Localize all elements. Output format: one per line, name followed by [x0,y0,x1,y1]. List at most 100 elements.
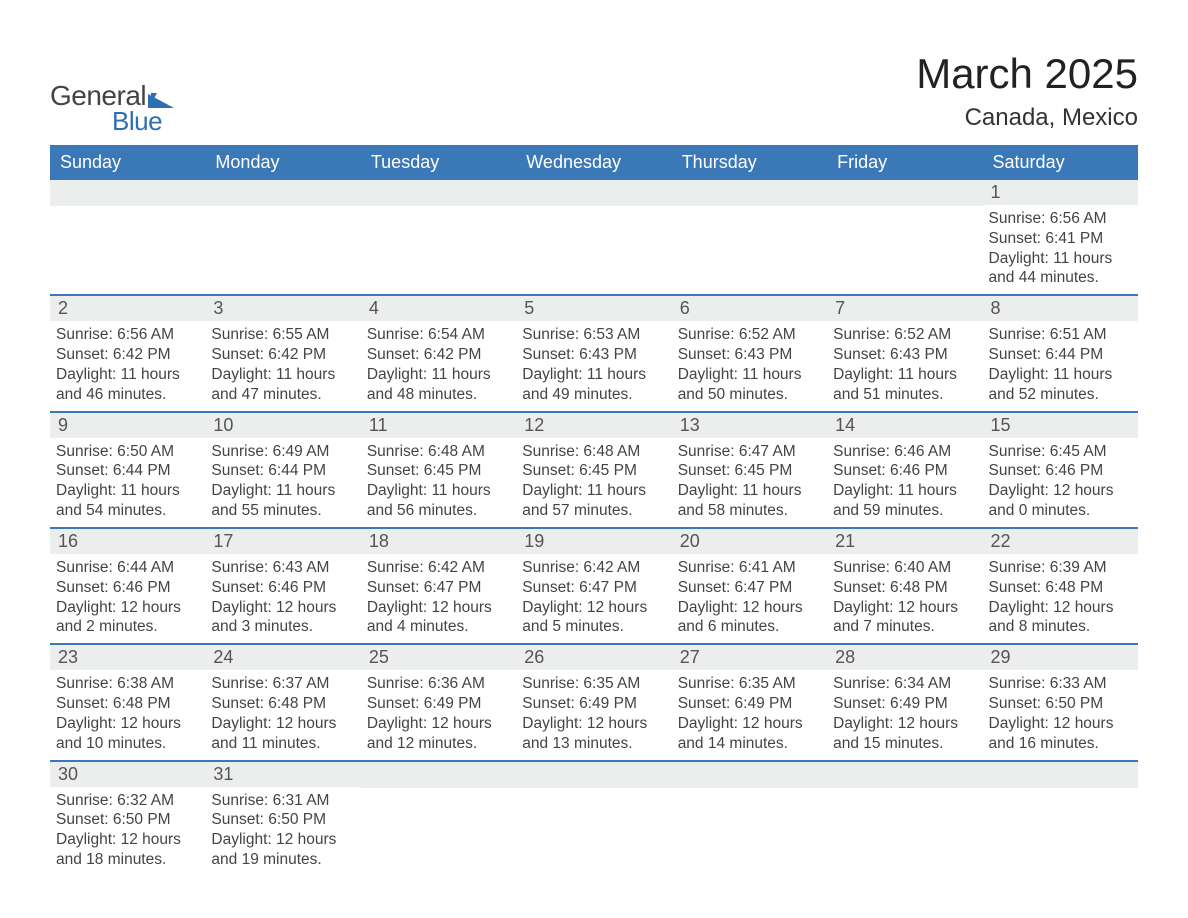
sunrise-line: Sunrise: 6:51 AM [989,325,1132,345]
page-subtitle: Canada, Mexico [916,104,1138,132]
sunrise-line: Sunrise: 6:34 AM [833,674,976,694]
calendar-day-number: 24 [205,645,360,670]
calendar-day-number [50,180,205,206]
daylight-line-1: Daylight: 11 hours [989,249,1132,269]
calendar-header-cell: Thursday [672,145,827,180]
daylight-line-1: Daylight: 11 hours [833,365,976,385]
sunset-line: Sunset: 6:42 PM [367,345,510,365]
daylight-line-1: Daylight: 11 hours [367,481,510,501]
calendar-day-number: 31 [205,762,360,787]
sunset-line: Sunset: 6:46 PM [989,461,1132,481]
calendar-day-body: Sunrise: 6:34 AMSunset: 6:49 PMDaylight:… [827,670,982,759]
calendar-day-cell: 10Sunrise: 6:49 AMSunset: 6:44 PMDayligh… [205,413,360,527]
calendar-day-number: 26 [516,645,671,670]
sunrise-line: Sunrise: 6:54 AM [367,325,510,345]
sunset-line: Sunset: 6:50 PM [56,810,199,830]
sunrise-line: Sunrise: 6:37 AM [211,674,354,694]
calendar-day-cell [516,180,671,294]
calendar-day-number [205,180,360,206]
calendar-day-cell: 19Sunrise: 6:42 AMSunset: 6:47 PMDayligh… [516,529,671,643]
calendar-day-body-empty [672,788,827,798]
daylight-line-1: Daylight: 12 hours [56,598,199,618]
sunrise-line: Sunrise: 6:42 AM [522,558,665,578]
daylight-line-2: and 10 minutes. [56,734,199,754]
calendar-day-number: 18 [361,529,516,554]
calendar-day-number: 25 [361,645,516,670]
daylight-line-2: and 3 minutes. [211,617,354,637]
calendar-day-body-empty [516,788,671,798]
daylight-line-2: and 13 minutes. [522,734,665,754]
sunrise-line: Sunrise: 6:33 AM [989,674,1132,694]
daylight-line-1: Daylight: 12 hours [833,598,976,618]
calendar-day-number [983,762,1138,788]
sunset-line: Sunset: 6:49 PM [367,694,510,714]
calendar-day-cell: 31Sunrise: 6:31 AMSunset: 6:50 PMDayligh… [205,762,360,876]
calendar-day-cell: 21Sunrise: 6:40 AMSunset: 6:48 PMDayligh… [827,529,982,643]
daylight-line-2: and 0 minutes. [989,501,1132,521]
calendar-day-number: 27 [672,645,827,670]
calendar-day-number: 3 [205,296,360,321]
daylight-line-1: Daylight: 12 hours [56,714,199,734]
sunrise-line: Sunrise: 6:42 AM [367,558,510,578]
calendar-day-number: 4 [361,296,516,321]
sunrise-line: Sunrise: 6:35 AM [522,674,665,694]
calendar-day-number [516,762,671,788]
calendar-header-cell: Saturday [983,145,1138,180]
sunrise-line: Sunrise: 6:46 AM [833,442,976,462]
sunset-line: Sunset: 6:43 PM [833,345,976,365]
calendar-day-cell: 8Sunrise: 6:51 AMSunset: 6:44 PMDaylight… [983,296,1138,410]
daylight-line-1: Daylight: 12 hours [211,830,354,850]
calendar-day-number: 28 [827,645,982,670]
calendar: SundayMondayTuesdayWednesdayThursdayFrid… [50,145,1138,876]
calendar-day-cell: 24Sunrise: 6:37 AMSunset: 6:48 PMDayligh… [205,645,360,759]
daylight-line-2: and 7 minutes. [833,617,976,637]
calendar-day-body-empty [827,206,982,284]
calendar-day-number: 6 [672,296,827,321]
daylight-line-1: Daylight: 11 hours [56,481,199,501]
daylight-line-1: Daylight: 12 hours [678,714,821,734]
sunset-line: Sunset: 6:47 PM [522,578,665,598]
calendar-day-number: 23 [50,645,205,670]
daylight-line-1: Daylight: 11 hours [522,481,665,501]
calendar-day-body: Sunrise: 6:32 AMSunset: 6:50 PMDaylight:… [50,787,205,876]
daylight-line-1: Daylight: 11 hours [678,481,821,501]
calendar-day-cell [361,762,516,876]
sunset-line: Sunset: 6:44 PM [211,461,354,481]
calendar-day-body: Sunrise: 6:52 AMSunset: 6:43 PMDaylight:… [827,321,982,410]
calendar-day-number: 29 [983,645,1138,670]
daylight-line-2: and 6 minutes. [678,617,821,637]
calendar-day-body: Sunrise: 6:39 AMSunset: 6:48 PMDaylight:… [983,554,1138,643]
daylight-line-2: and 48 minutes. [367,385,510,405]
calendar-day-body: Sunrise: 6:45 AMSunset: 6:46 PMDaylight:… [983,438,1138,527]
daylight-line-2: and 51 minutes. [833,385,976,405]
daylight-line-2: and 19 minutes. [211,850,354,870]
calendar-day-cell: 7Sunrise: 6:52 AMSunset: 6:43 PMDaylight… [827,296,982,410]
calendar-day-body: Sunrise: 6:51 AMSunset: 6:44 PMDaylight:… [983,321,1138,410]
calendar-header-cell: Wednesday [516,145,671,180]
calendar-day-number: 15 [983,413,1138,438]
sunset-line: Sunset: 6:49 PM [833,694,976,714]
sunset-line: Sunset: 6:43 PM [678,345,821,365]
daylight-line-2: and 12 minutes. [367,734,510,754]
sunrise-line: Sunrise: 6:39 AM [989,558,1132,578]
calendar-day-number: 12 [516,413,671,438]
calendar-day-cell [827,762,982,876]
calendar-day-cell: 12Sunrise: 6:48 AMSunset: 6:45 PMDayligh… [516,413,671,527]
sunrise-line: Sunrise: 6:41 AM [678,558,821,578]
daylight-line-1: Daylight: 11 hours [211,365,354,385]
sunrise-line: Sunrise: 6:31 AM [211,791,354,811]
sunset-line: Sunset: 6:44 PM [56,461,199,481]
sunrise-line: Sunrise: 6:47 AM [678,442,821,462]
calendar-day-cell: 1Sunrise: 6:56 AMSunset: 6:41 PMDaylight… [983,180,1138,294]
daylight-line-2: and 4 minutes. [367,617,510,637]
calendar-day-number [672,762,827,788]
calendar-header-cell: Monday [205,145,360,180]
calendar-day-body: Sunrise: 6:31 AMSunset: 6:50 PMDaylight:… [205,787,360,876]
calendar-day-body: Sunrise: 6:38 AMSunset: 6:48 PMDaylight:… [50,670,205,759]
calendar-day-body: Sunrise: 6:33 AMSunset: 6:50 PMDaylight:… [983,670,1138,759]
daylight-line-2: and 57 minutes. [522,501,665,521]
sunset-line: Sunset: 6:48 PM [211,694,354,714]
calendar-day-body: Sunrise: 6:50 AMSunset: 6:44 PMDaylight:… [50,438,205,527]
daylight-line-2: and 46 minutes. [56,385,199,405]
calendar-day-body: Sunrise: 6:46 AMSunset: 6:46 PMDaylight:… [827,438,982,527]
